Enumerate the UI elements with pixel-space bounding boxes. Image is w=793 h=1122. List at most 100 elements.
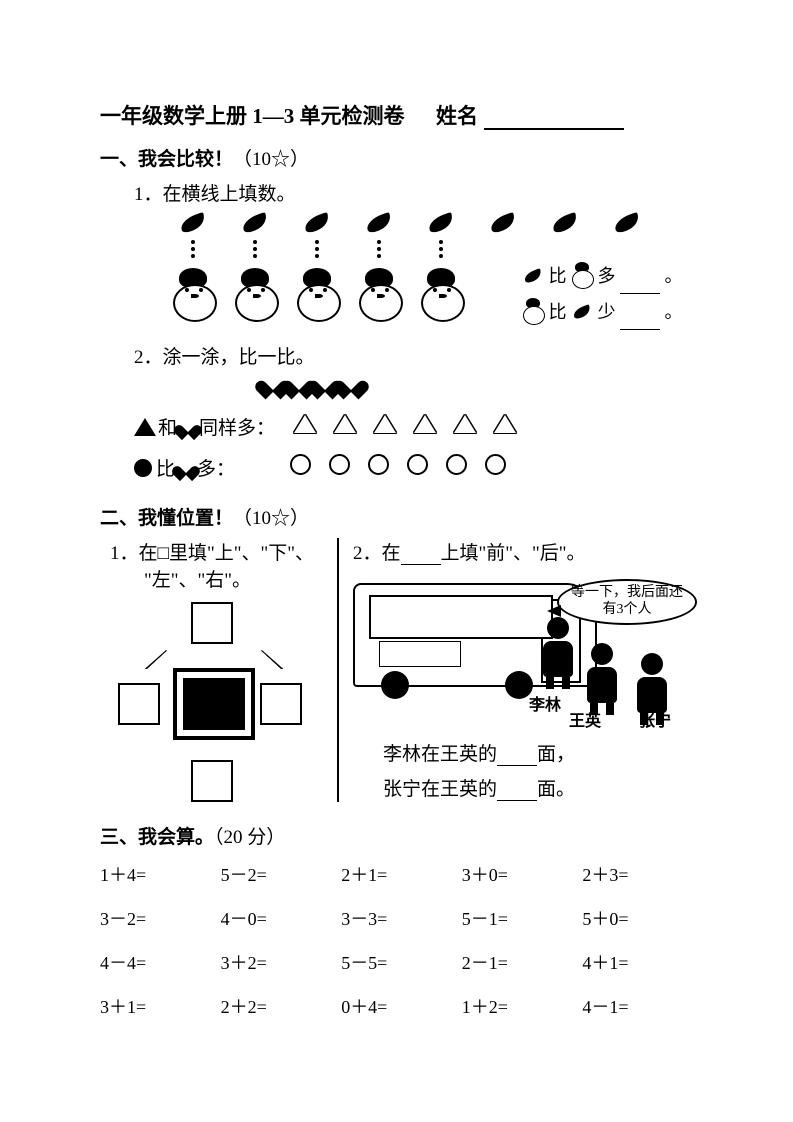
math-problem[interactable]: 3－3= <box>341 905 452 931</box>
section2-heading: 二、我懂位置！（10☆） <box>100 503 693 530</box>
heart-row <box>162 373 462 399</box>
heart-icon <box>340 373 362 393</box>
s2a: 张宁在王英的 <box>383 779 497 800</box>
kid-label-3: 张宁 <box>639 707 671 731</box>
carrot-icon <box>178 212 207 234</box>
section3-title: 三、我会算。 <box>100 827 214 848</box>
math-problem[interactable]: 3－2= <box>100 905 211 931</box>
section1-heading: 一、我会比较！（10☆） <box>100 144 693 171</box>
title-text: 一年级数学上册 1—3 单元检测卷 <box>100 104 405 128</box>
math-problem[interactable]: 3＋0= <box>462 861 573 887</box>
dots-icon <box>348 240 410 258</box>
snowman-icon <box>295 268 339 320</box>
dots-icon <box>286 240 348 258</box>
math-problem[interactable]: 2＋1= <box>341 861 452 887</box>
snowman-icon <box>233 268 277 320</box>
box-right[interactable] <box>260 683 302 725</box>
triangle-icon[interactable] <box>374 415 396 433</box>
circle-icon[interactable] <box>290 454 311 475</box>
text-duo: 多 <box>598 266 616 286</box>
math-problem[interactable]: 5－1= <box>462 905 573 931</box>
name-blank[interactable] <box>484 128 624 130</box>
dots-icon <box>224 240 286 258</box>
circle-shapes[interactable] <box>281 454 515 481</box>
kid-icon <box>583 643 621 713</box>
triangle-shapes[interactable] <box>285 415 525 439</box>
dots-icon <box>410 240 472 258</box>
position-diagram <box>110 602 310 802</box>
box-top[interactable] <box>191 602 233 644</box>
s2r-label-a: 2．在 <box>353 543 401 564</box>
triangle-icon[interactable] <box>294 415 316 433</box>
math-problem[interactable]: 4－0= <box>221 905 332 931</box>
math-problem[interactable]: 2＋2= <box>221 993 332 1019</box>
section2-body: 1．在□里填"上"、"下"、 "左"、"右"。 2．在上填"前"、"后"。 等一… <box>100 538 693 802</box>
math-problem[interactable]: 0＋4= <box>341 993 452 1019</box>
circle-icon[interactable] <box>368 454 389 475</box>
rowB-text: 多： <box>197 454 235 481</box>
text-bi: 比 <box>549 302 567 322</box>
s1b: 面， <box>537 744 575 765</box>
vertical-divider <box>337 538 339 802</box>
box-left[interactable] <box>118 683 160 725</box>
section2-left: 1．在□里填"上"、"下"、 "左"、"右"。 <box>100 538 329 802</box>
math-problem[interactable]: 4－1= <box>582 993 693 1019</box>
carrot-icon <box>426 212 455 234</box>
triangle-row-line: ▲和 和 同样多： <box>134 413 693 440</box>
section3-heading: 三、我会算。（20 分） <box>100 822 693 849</box>
snowman-icon <box>522 298 544 324</box>
answer-blank[interactable] <box>497 747 537 766</box>
period: 。 <box>665 302 683 322</box>
math-problem[interactable]: 1＋2= <box>462 993 573 1019</box>
speech-bubble: 等一下，我后面还有3个人 <box>557 579 697 625</box>
snowman-icon <box>171 268 215 320</box>
section1-points: （10☆） <box>233 149 309 170</box>
circle-icon[interactable] <box>329 454 350 475</box>
circle-icon[interactable] <box>407 454 428 475</box>
circle-icon[interactable] <box>485 454 506 475</box>
s2b: 面。 <box>537 779 575 800</box>
triangle-icon[interactable] <box>334 415 356 433</box>
heart-icon <box>314 373 336 393</box>
math-problem[interactable]: 3＋2= <box>221 949 332 975</box>
answer-blank[interactable] <box>497 782 537 801</box>
answer-blank[interactable] <box>620 311 660 330</box>
snowman-icon <box>571 262 593 288</box>
sentence-2: 张宁在王英的 面。 <box>383 774 693 801</box>
math-problem[interactable]: 1＋4= <box>100 861 211 887</box>
math-problem[interactable]: 5＋0= <box>582 905 693 931</box>
snowman-row <box>162 268 472 320</box>
math-problem[interactable]: 5－2= <box>221 861 332 887</box>
math-problem[interactable]: 2＋3= <box>582 861 693 887</box>
kid-label-2: 王英 <box>569 707 601 731</box>
answer-blank[interactable] <box>620 275 660 294</box>
kid-label-1: 李林 <box>529 691 561 715</box>
circle-icon[interactable] <box>446 454 467 475</box>
s2-right-label: 2．在上填"前"、"后"。 <box>353 538 693 565</box>
triangle-icon[interactable] <box>414 415 436 433</box>
dots-row <box>162 240 693 258</box>
carrot-icon <box>364 212 393 234</box>
period: 。 <box>665 266 683 286</box>
kid-icon <box>539 617 577 687</box>
math-problem[interactable]: 5－5= <box>341 949 452 975</box>
section2-points: （10☆） <box>233 508 309 529</box>
box-bottom[interactable] <box>191 760 233 802</box>
carrot-icon <box>240 212 269 234</box>
math-problem[interactable]: 2－1= <box>462 949 573 975</box>
q1-label: 1．在横线上填数。 <box>134 179 693 206</box>
heart-icon <box>262 373 284 393</box>
answer-blank[interactable] <box>401 546 441 565</box>
math-problem[interactable]: 3＋1= <box>100 993 211 1019</box>
math-problem[interactable]: 4－4= <box>100 949 211 975</box>
triangle-icon[interactable] <box>494 415 516 433</box>
math-problem[interactable]: 4＋1= <box>582 949 693 975</box>
s1a: 李林在王英的 <box>383 744 497 765</box>
section2-title: 二、我懂位置！ <box>100 508 233 529</box>
triangle-icon[interactable] <box>454 415 476 433</box>
picture-frame <box>173 668 255 740</box>
carrot-icon <box>488 212 517 234</box>
circle-row-line: 比 多： <box>134 454 693 481</box>
name-label: 姓名 <box>436 104 478 128</box>
s2-left-label-b: "左"、"右"。 <box>144 565 319 592</box>
